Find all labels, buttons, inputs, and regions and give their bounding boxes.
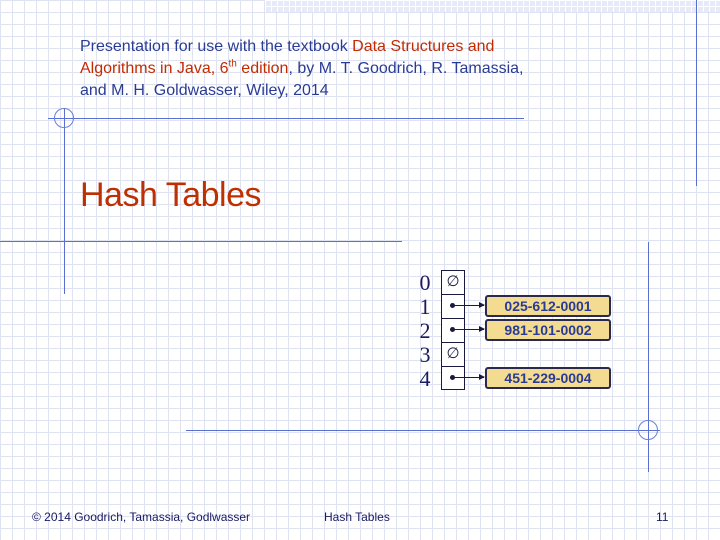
bucket-cell	[441, 366, 465, 390]
divider-line	[0, 241, 402, 242]
crosshair-circle	[54, 108, 74, 128]
pointer-arrow	[453, 302, 485, 308]
top-band	[265, 0, 720, 12]
bucket-index: 4	[419, 366, 431, 391]
pointer-dot	[450, 327, 455, 332]
edition-word: edition	[236, 60, 289, 77]
footer-topic: Hash Tables	[324, 510, 390, 524]
book-title: Algorithms in Java, 6	[80, 60, 229, 77]
book-title: Data Structures and	[352, 38, 495, 55]
entry-box: 981-101-0002	[485, 319, 611, 341]
pointer-dot	[450, 303, 455, 308]
divider-line	[48, 118, 524, 119]
divider-line	[648, 242, 649, 472]
pointer-arrow	[453, 374, 485, 380]
bucket-cell	[441, 318, 465, 342]
pointer-arrow	[453, 326, 485, 332]
entry-box: 025-612-0001	[485, 295, 611, 317]
bucket-cell	[441, 342, 465, 366]
subtitle-publisher: and M. H. Goldwasser, Wiley, 2014	[80, 82, 329, 99]
crosshair-circle	[638, 420, 658, 440]
footer-copyright: © 2014 Goodrich, Tamassia, Godlwasser	[32, 510, 251, 524]
bucket-index: 3	[419, 342, 431, 367]
null-symbol: ∅	[446, 345, 460, 362]
pointer-dot	[450, 375, 455, 380]
subtitle-prefix: Presentation for use with the textbook	[80, 38, 353, 55]
divider-line	[696, 0, 697, 186]
bucket-array	[441, 270, 465, 390]
bucket-index: 2	[419, 318, 431, 343]
null-symbol: ∅	[446, 273, 460, 290]
subtitle: Presentation for use with the textbook D…	[80, 36, 600, 102]
entry-box: 451-229-0004	[485, 367, 611, 389]
divider-line	[186, 430, 660, 431]
bucket-cell	[441, 294, 465, 318]
page-number: 11	[656, 510, 669, 524]
bucket-index: 1	[419, 294, 431, 319]
edition-superscript: th	[228, 58, 237, 70]
slide-title: Hash Tables	[80, 176, 262, 214]
subtitle-authors: , by M. T. Goodrich, R. Tamassia,	[288, 60, 524, 77]
divider-line	[64, 108, 65, 294]
bucket-index: 0	[419, 270, 431, 295]
